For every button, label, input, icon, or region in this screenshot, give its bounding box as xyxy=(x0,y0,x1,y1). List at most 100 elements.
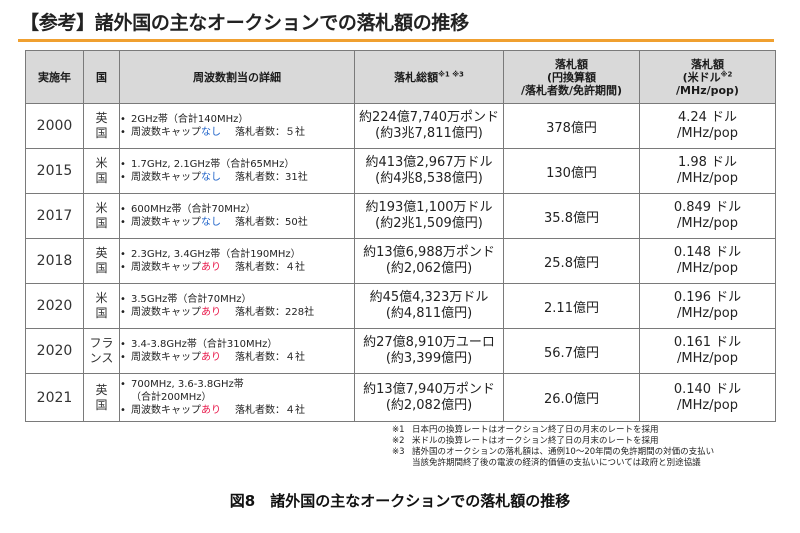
total-yen: (約2,062億円) xyxy=(385,261,473,276)
row-usd: 1.98 ドル/MHz/pop xyxy=(639,148,776,194)
total-amount: 約193億1,100万ドル xyxy=(365,200,493,215)
winner-count: 落札者数：４社 xyxy=(235,262,305,273)
title-divider xyxy=(18,39,774,42)
row-detail: 700MHz, 3.6-3.8GHz帯 （合計200MHz） 周波数キャップあり… xyxy=(119,373,355,422)
footnote-1: ※1 日本円の換算レートはオークション終了日の月末のレートを採用 xyxy=(392,425,777,436)
usd-value: 0.849 ドル xyxy=(673,200,742,215)
auction-table: 実施年 国 周波数割当の詳細 落札総額※1 ※3 落札額 (円換算額 /落札者数… xyxy=(25,50,776,422)
detail-frequency-cont: （合計200MHz） xyxy=(131,392,212,403)
row-yen: 130億円 xyxy=(503,148,640,194)
row-country-line1: 英 xyxy=(95,246,108,260)
usd-unit: /MHz/pop xyxy=(676,306,739,321)
row-country: 米国 xyxy=(83,193,120,239)
row-country-line2: 国 xyxy=(95,171,108,185)
table-row: 2020 米国 3.5GHz帯（合計70MHz） 周波数キャップあり 落札者数：2… xyxy=(25,283,776,329)
header-usd-note: ※2 xyxy=(720,69,733,78)
row-country: 英国 xyxy=(83,103,120,149)
usd-value: 0.196 ドル xyxy=(673,290,742,305)
row-country-line2: 国 xyxy=(95,126,108,140)
total-amount: 約413億2,967万ドル xyxy=(365,155,493,170)
usd-value: 0.161 ドル xyxy=(673,335,742,350)
winner-count: 落札者数：４社 xyxy=(235,405,305,416)
row-yen: 25.8億円 xyxy=(503,238,640,284)
row-detail: 1.7GHz, 2.1GHz帯（合計65MHz） 周波数キャップなし 落札者数：3… xyxy=(119,148,355,194)
row-country-line2: 国 xyxy=(95,261,108,275)
header-total: 落札総額※1 ※3 xyxy=(354,50,504,104)
total-amount: 約13億6,988万ポンド xyxy=(363,245,495,260)
detail-frequency-text: 600MHz帯（合計70MHz） xyxy=(131,204,256,215)
row-usd: 0.148 ドル/MHz/pop xyxy=(639,238,776,284)
winner-count: 落札者数：５社 xyxy=(235,127,305,138)
usd-unit: /MHz/pop xyxy=(676,216,739,231)
row-country-line1: フラ xyxy=(89,336,114,350)
cap-label: 周波数キャップ xyxy=(131,352,201,363)
cap-value: あり xyxy=(201,262,221,273)
cap-value: なし xyxy=(201,127,221,138)
header-usd: 落札額 (米ドル※2 /MHz/pop) xyxy=(639,50,776,104)
row-country: 米国 xyxy=(83,148,120,194)
row-year: 2020 xyxy=(25,328,84,374)
row-country-line2: 国 xyxy=(95,216,108,230)
winner-count: 落札者数：50社 xyxy=(235,217,308,228)
row-total: 約193億1,100万ドル (約2兆1,509億円) xyxy=(354,193,504,239)
detail-frequency-text: 1.7GHz, 2.1GHz帯（合計65MHz） xyxy=(131,159,295,170)
row-country-line1: 米 xyxy=(95,156,108,170)
cap-label: 周波数キャップ xyxy=(131,307,201,318)
header-usd-unit: (米ドル xyxy=(682,70,721,84)
detail-cap: 周波数キャップなし 落札者数：５社 xyxy=(120,126,354,139)
row-year: 2000 xyxy=(25,103,84,149)
detail-frequency-text: 2.3GHz, 3.4GHz帯（合計190MHz） xyxy=(131,249,301,260)
table-header-row: 実施年 国 周波数割当の詳細 落札総額※1 ※3 落札額 (円換算額 /落札者数… xyxy=(25,50,776,104)
detail-frequency: 2.3GHz, 3.4GHz帯（合計190MHz） xyxy=(120,248,354,261)
footnote-mark: ※1 xyxy=(392,425,405,435)
footnote-mark: ※2 xyxy=(392,436,405,446)
row-detail: 2.3GHz, 3.4GHz帯（合計190MHz） 周波数キャップあり 落札者数：… xyxy=(119,238,355,284)
cap-value: なし xyxy=(201,172,221,183)
header-total-label: 落札総額 xyxy=(394,70,439,84)
cap-label: 周波数キャップ xyxy=(131,127,201,138)
row-country-line1: 米 xyxy=(95,291,108,305)
row-usd: 0.161 ドル/MHz/pop xyxy=(639,328,776,374)
usd-value: 0.140 ドル xyxy=(673,381,742,397)
total-yen: (約3兆7,811億円) xyxy=(375,126,483,141)
table-row: 2017 米国 600MHz帯（合計70MHz） 周波数キャップなし 落札者数：5… xyxy=(25,193,776,239)
header-detail: 周波数割当の詳細 xyxy=(119,50,355,104)
row-country-line2: 国 xyxy=(95,306,108,320)
cap-label: 周波数キャップ xyxy=(131,217,201,228)
header-yen-line1: 落札額 xyxy=(555,57,588,71)
header-usd-line1: 落札額 xyxy=(691,57,724,71)
row-year: 2017 xyxy=(25,193,84,239)
footnotes: ※1 日本円の換算レートはオークション終了日の月末のレートを採用 ※2 米ドルの換算… xyxy=(392,425,777,469)
total-yen: (約3,399億円) xyxy=(385,351,473,366)
row-yen: 26.0億円 xyxy=(503,373,640,422)
usd-unit: /MHz/pop xyxy=(676,261,739,276)
row-detail: 600MHz帯（合計70MHz） 周波数キャップなし 落札者数：50社 xyxy=(119,193,355,239)
total-amount: 約224億7,740万ポンド xyxy=(358,110,500,125)
table-row: 2015 米国 1.7GHz, 2.1GHz帯（合計65MHz） 周波数キャップ… xyxy=(25,148,776,194)
cap-value: あり xyxy=(201,405,221,416)
usd-value: 4.24 ドル xyxy=(677,110,738,125)
row-usd: 0.196 ドル/MHz/pop xyxy=(639,283,776,329)
row-country: 英国 xyxy=(83,373,120,422)
header-usd-line2: (米ドル※2 xyxy=(640,69,775,84)
usd-unit: /MHz/pop xyxy=(676,397,739,413)
row-country-line2: 国 xyxy=(95,397,108,412)
detail-cap: 周波数キャップなし 落札者数：50社 xyxy=(120,216,354,229)
detail-frequency: 600MHz帯（合計70MHz） xyxy=(120,203,354,216)
row-total: 約413億2,967万ドル (約4兆8,538億円) xyxy=(354,148,504,194)
total-yen: (約4兆8,538億円) xyxy=(375,171,483,186)
detail-frequency: 1.7GHz, 2.1GHz帯（合計65MHz） xyxy=(120,158,354,171)
row-country-line1: 英 xyxy=(95,382,108,397)
winner-count: 落札者数：４社 xyxy=(235,352,305,363)
row-usd: 4.24 ドル/MHz/pop xyxy=(639,103,776,149)
header-country: 国 xyxy=(83,50,120,104)
cap-label: 周波数キャップ xyxy=(131,405,201,416)
total-amount: 約13億7,940万ポンド xyxy=(363,381,495,397)
total-yen: (約4,811億円) xyxy=(385,306,473,321)
header-yen-line2: (円換算額 xyxy=(546,70,597,84)
row-country-line2: ンス xyxy=(89,351,114,365)
cap-label: 周波数キャップ xyxy=(131,262,201,273)
footnote-3: ※3 諸外国のオークションの落札額は、通例10～20年間の免許期間の対価の支払い当… xyxy=(392,447,777,469)
row-usd: 0.140 ドル/MHz/pop xyxy=(639,373,776,422)
